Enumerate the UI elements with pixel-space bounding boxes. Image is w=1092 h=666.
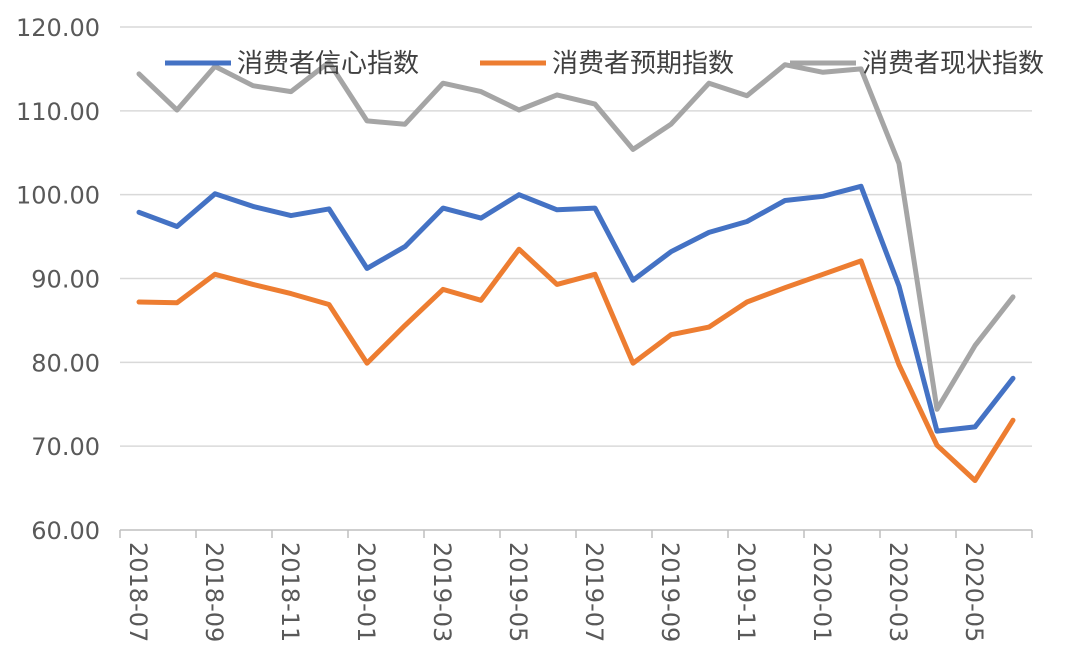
y-tick-label: 70.00 [31,433,100,461]
x-tick-label: 2020-03 [884,542,912,642]
x-tick-label: 2020-05 [960,542,988,642]
y-tick-label: 110.00 [16,98,100,126]
y-tick-label: 120.00 [16,14,100,42]
x-tick-label: 2019-03 [428,542,456,642]
x-tick-label: 2019-09 [656,542,684,642]
x-axis: 2018-07 2018-09 2018-11 2019-01 2019-03 2019-… [119,529,1033,642]
gridlines [120,26,1032,447]
y-tick-label: 60.00 [31,517,100,545]
series-lines [136,59,1016,483]
legend: 消费者信心指数 消费者预期指数 消费者现状指数 [165,49,1044,79]
legend-label: 消费者信心指数 [237,49,419,79]
x-tick-label: 2019-05 [504,542,532,642]
x-tick-label: 2018-11 [276,542,304,642]
legend-label: 消费者现状指数 [862,49,1044,79]
legend-item-2: 消费者预期指数 [480,49,734,79]
legend-item-1: 消费者信心指数 [165,49,419,79]
x-tick-label: 2018-07 [124,542,152,642]
x-tick-label: 2020-01 [808,542,836,642]
series-line-3 [136,59,1016,412]
y-tick-label: 80.00 [31,349,100,377]
x-tick-label: 2019-07 [580,542,608,642]
series-line-1 [136,183,1016,434]
legend-item-3: 消费者现状指数 [790,49,1044,79]
x-tick-label: 2019-01 [352,542,380,642]
series-line-2 [136,246,1016,483]
y-axis-ticks: 60.00 70.00 80.00 90.00 100.00 110.00 120.00 [16,14,100,545]
x-tick-label: 2019-11 [732,542,760,642]
legend-label: 消费者预期指数 [552,49,734,79]
x-tick-label: 2018-09 [200,542,228,642]
y-tick-label: 90.00 [31,266,100,294]
y-tick-label: 100.00 [16,182,100,210]
